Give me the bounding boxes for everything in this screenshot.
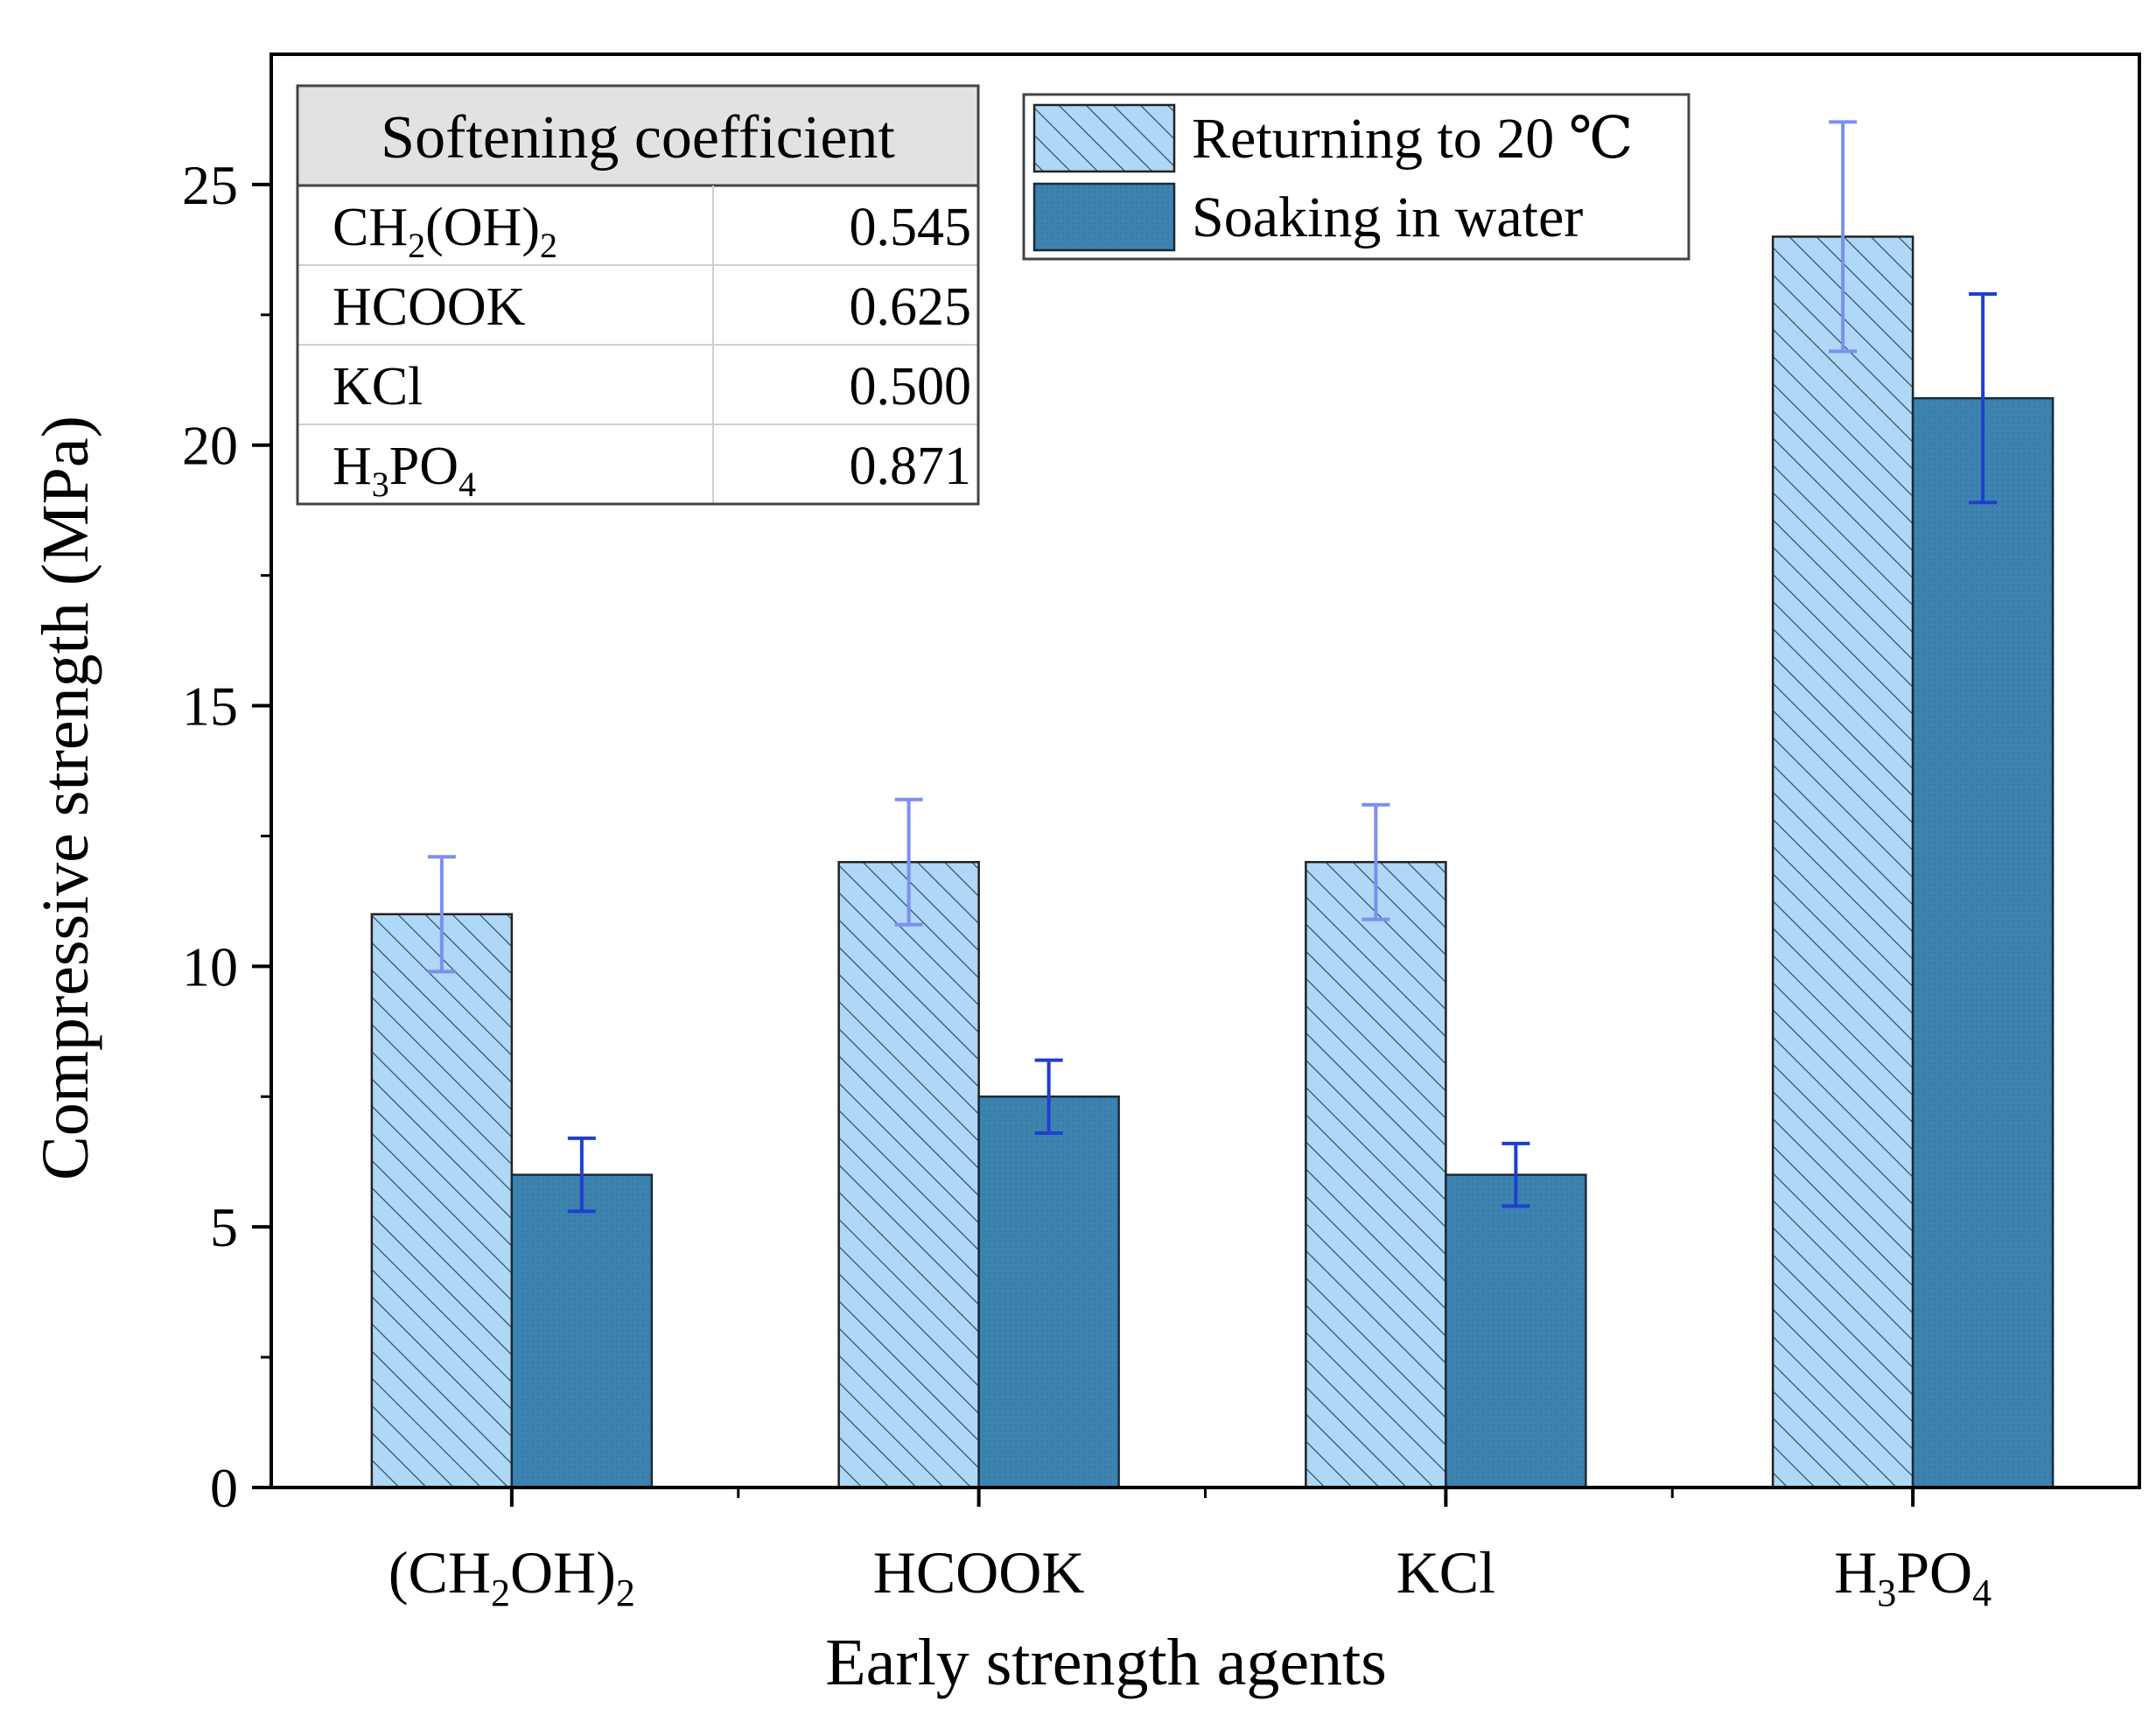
y-tick-label: 0	[210, 1457, 238, 1519]
y-tick-label: 5	[210, 1196, 238, 1258]
subscript: 4	[1972, 1572, 1992, 1614]
formula-part: PO	[389, 437, 458, 496]
x-tick-label: KCl	[1396, 1539, 1495, 1606]
table-agent-cell: KCl	[332, 357, 423, 416]
x-tick-label: H3PO4	[1834, 1539, 1992, 1614]
formula-part: H	[1834, 1539, 1877, 1606]
table-agent-cell: CH2(OH)2	[332, 198, 557, 265]
legend-label: Soaking in water	[1192, 186, 1583, 249]
legend-label: Returning to 20 ℃	[1192, 107, 1634, 171]
table-value-cell: 0.871	[850, 437, 972, 496]
y-tick-label: 15	[182, 676, 238, 738]
subscript: 3	[1877, 1572, 1896, 1614]
formula-part: OH)	[510, 1539, 616, 1606]
table-agent-cell: H3PO4	[332, 437, 476, 504]
formula-part: HCOOK	[873, 1539, 1085, 1606]
formula-part: KCl	[1396, 1539, 1495, 1606]
error-bars-group	[427, 120, 1998, 1214]
bar-hatch-overlay	[1771, 235, 1914, 1489]
bar-soaking-water	[1911, 396, 2054, 1489]
y-tick-label: 20	[182, 415, 238, 477]
subscript: 2	[616, 1572, 635, 1614]
table-value-cell: 0.625	[850, 277, 972, 337]
y-tick-label: 10	[182, 935, 238, 998]
formula-part: PO	[1896, 1539, 1972, 1606]
formula-part: (OH)	[425, 198, 540, 257]
legend-swatch-hatch	[1032, 103, 1176, 173]
y-axis-label: Compressive strength (MPa)	[29, 416, 102, 1180]
x-tick-label: HCOOK	[873, 1539, 1085, 1606]
subscript: 4	[458, 465, 476, 504]
subscript: 2	[491, 1572, 510, 1614]
bar-hatch-overlay	[837, 860, 980, 1489]
table-header-bg	[298, 86, 978, 186]
table-agent-cell: HCOOK	[332, 277, 526, 337]
formula-part: KCl	[332, 357, 423, 416]
bar-hatch-overlay	[370, 913, 514, 1489]
formula-part: HCOOK	[332, 277, 526, 337]
x-tick-label: (CH2OH)2	[388, 1539, 635, 1614]
table-value-cell: 0.500	[850, 357, 972, 416]
bar-hatch-overlay	[1305, 860, 1447, 1489]
legend: Returning to 20 ℃ Soaking in water	[1022, 93, 1690, 261]
subscript: 2	[408, 226, 425, 265]
legend-swatch-soaking-water	[1032, 182, 1176, 252]
bar-soaking-water	[1445, 1173, 1587, 1489]
bar-soaking-water	[977, 1096, 1120, 1489]
subscript: 2	[540, 226, 557, 265]
formula-part: CH	[332, 198, 408, 257]
table-border	[296, 84, 980, 506]
bar-soaking-water	[510, 1173, 654, 1489]
table-header: Softening coefficient	[381, 104, 895, 172]
formula-part: (CH	[388, 1539, 491, 1606]
y-tick-label: 25	[182, 154, 238, 216]
bars-group	[370, 235, 2054, 1489]
subscript: 3	[372, 465, 389, 504]
table-value-cell: 0.545	[850, 198, 972, 257]
formula-part: H	[332, 437, 372, 496]
x-axis-label: Early strength agents	[825, 1626, 1387, 1699]
